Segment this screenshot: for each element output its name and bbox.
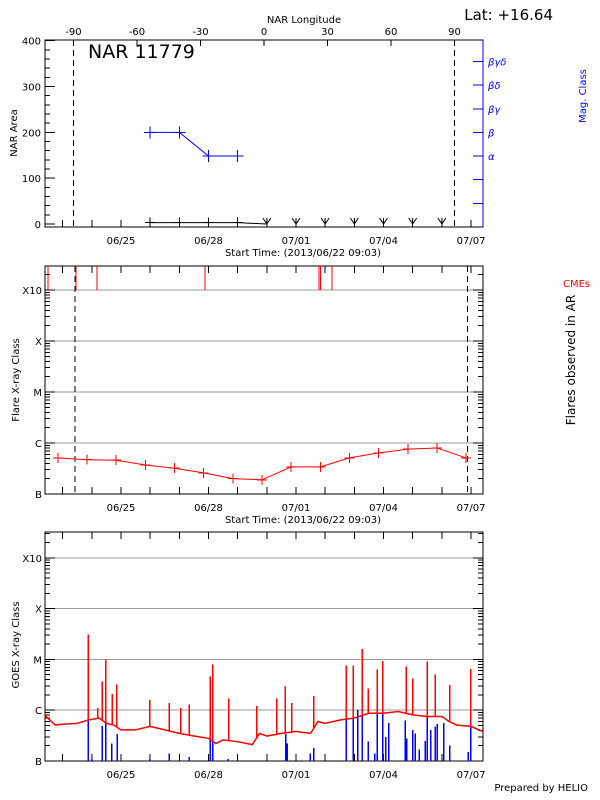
- area-not-visible-marker: [320, 217, 330, 225]
- x-tick-label: 06/25: [107, 236, 136, 247]
- x-tick-label: 06/25: [107, 503, 136, 514]
- x-tick-label: 06/28: [194, 770, 223, 781]
- y-tick-label: X10: [22, 554, 42, 565]
- mag-class-tick-label: βγδ: [487, 57, 506, 68]
- mag-class-tick-label: α: [488, 152, 495, 163]
- y-tick-label: M: [33, 388, 42, 399]
- panel1-x-axis-title: Start Time: (2013/06/22 09:03): [225, 248, 381, 259]
- x-tick-label: 07/07: [457, 770, 486, 781]
- panel3-frame: [44, 531, 484, 762]
- x-tick-label: 07/07: [457, 503, 486, 514]
- area-not-visible-marker: [291, 217, 301, 225]
- x-tick-label: 06/28: [194, 236, 223, 247]
- area-not-visible-marker: [262, 217, 272, 225]
- longitude-tick-label: 90: [448, 27, 461, 38]
- mag-class-tick-label: βδ: [487, 81, 501, 92]
- x-tick-label: 07/01: [282, 236, 311, 247]
- panel2-frame: [44, 265, 484, 495]
- prepared-by-label: Prepared by HELIO: [494, 783, 588, 794]
- x-tick-label: 07/04: [369, 503, 398, 514]
- flare-class-axis-title: Flare X-ray Class: [11, 338, 22, 422]
- area-axis-title: NAR Area: [9, 109, 20, 156]
- y-tick-label: C: [35, 439, 42, 450]
- longitude-tick-label: 60: [385, 27, 398, 38]
- y-tick-label: C: [35, 706, 42, 717]
- x-tick-label: 07/04: [369, 770, 398, 781]
- y-tick-label: B: [35, 490, 42, 501]
- x-tick-label: 07/01: [282, 503, 311, 514]
- y-tick-label: B: [35, 757, 42, 768]
- x-tick-label: 07/04: [369, 236, 398, 247]
- y-tick-label: M: [33, 655, 42, 666]
- x-tick-label: 06/25: [107, 770, 136, 781]
- y-tick-label: 300: [22, 83, 41, 94]
- area-not-visible-marker: [379, 217, 388, 225]
- mag-class-axis-title: Mag. Class: [578, 69, 589, 123]
- y-tick-label: 200: [22, 128, 41, 139]
- y-tick-label: X10: [22, 286, 42, 297]
- flares-observed-axis-title: Flares observed in AR: [564, 295, 578, 425]
- mag-class-tick-label: βγ: [487, 105, 501, 116]
- longitude-tick-label: -60: [129, 27, 145, 38]
- longitude-tick-label: 30: [321, 27, 334, 38]
- latitude-label: Lat: +16.64: [464, 6, 553, 24]
- longitude-tick-label: -30: [192, 27, 208, 38]
- area-not-visible-marker: [437, 217, 447, 225]
- mag-class-tick-label: β: [487, 128, 495, 139]
- mag-class-line: [150, 131, 238, 157]
- y-tick-label: X: [35, 605, 42, 616]
- cme-label: CMEs: [563, 279, 590, 290]
- region-title: NAR 11779: [88, 41, 195, 63]
- y-tick-label: 100: [22, 174, 41, 185]
- goes-class-axis-title: GOES X-ray Class: [11, 601, 22, 688]
- y-tick-label: 0: [35, 220, 41, 231]
- panel2-x-axis-title: Start Time: (2013/06/22 09:03): [225, 515, 381, 526]
- y-tick-label: X: [35, 337, 42, 348]
- longitude-tick-label: -90: [65, 27, 81, 38]
- x-tick-label: 07/07: [457, 236, 486, 247]
- longitude-axis-title: NAR Longitude: [267, 15, 341, 26]
- goes-flux-line: [43, 710, 484, 746]
- area-not-visible-marker: [349, 217, 359, 225]
- x-tick-label: 06/28: [194, 503, 223, 514]
- area-not-visible-marker: [408, 217, 418, 225]
- longitude-tick-label: 0: [261, 27, 267, 38]
- y-tick-label: 400: [22, 37, 41, 48]
- x-tick-label: 07/01: [282, 770, 311, 781]
- panel1-frame: [44, 39, 484, 228]
